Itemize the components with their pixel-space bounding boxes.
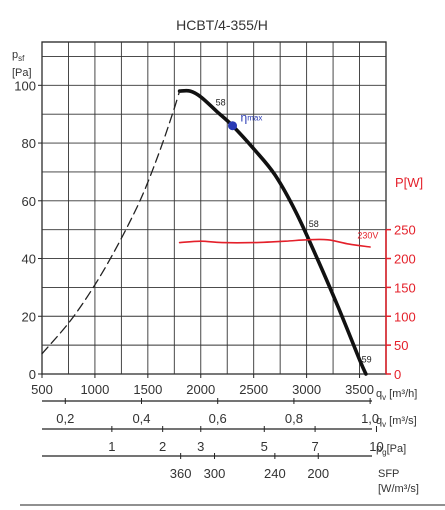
x-tick-label: 2500 bbox=[239, 382, 268, 397]
right-tick-label: 100 bbox=[394, 309, 416, 324]
y-axis-unit: [Pa] bbox=[12, 67, 32, 79]
y-tick-label: 40 bbox=[22, 252, 36, 267]
x-tick-label: 1000 bbox=[80, 382, 109, 397]
x-axis-subscript: v bbox=[382, 393, 386, 402]
x-axis-label: qv [m³/h] bbox=[376, 388, 417, 402]
dynamic-pressure-subscript: g bbox=[382, 448, 386, 457]
secondary-scales: 0,20,40,60,81,0123571020360300240200 bbox=[20, 398, 445, 506]
dynamic-pressure-tick-label: 1 bbox=[108, 439, 115, 454]
right-axis-tick-labels: 0 50 100 150 200 250 bbox=[385, 223, 416, 382]
sfp-tick-label: 300 bbox=[204, 466, 226, 481]
dynamic-pressure-tick-label: 10 bbox=[369, 439, 383, 454]
y-axis-tick-labels: 0 20 40 60 80 100 bbox=[14, 78, 42, 382]
x-tick-label: 3500 bbox=[345, 382, 374, 397]
right-tick-label: 250 bbox=[394, 223, 416, 238]
annotation-label: 58 bbox=[309, 219, 319, 229]
y-tick-label: 60 bbox=[22, 194, 36, 209]
flow-m3s-subscript: v bbox=[382, 420, 386, 429]
dynamic-pressure-tick-label: 3 bbox=[197, 439, 204, 454]
sfp-unit-label: SFP bbox=[378, 468, 399, 480]
series-pressure bbox=[177, 88, 368, 376]
y-tick-label: 0 bbox=[29, 367, 36, 382]
x-tick-label: 3000 bbox=[292, 382, 321, 397]
dynamic-pressure-tick-label: 5 bbox=[261, 439, 268, 454]
right-tick-label: 200 bbox=[394, 252, 416, 267]
x-axis-symbol: q bbox=[376, 388, 382, 400]
sfp-unit-label-2: [W/m³/s] bbox=[378, 483, 419, 495]
annotation-label: 58 bbox=[216, 98, 226, 108]
right-tick-label: 0 bbox=[394, 367, 401, 382]
dynamic-pressure-tick-label: 7 bbox=[311, 439, 318, 454]
sfp-tick-label: 240 bbox=[264, 466, 286, 481]
annotation-label: 59 bbox=[362, 354, 372, 364]
series-bridge bbox=[173, 90, 181, 109]
x-tick-label: 1500 bbox=[133, 382, 162, 397]
sfp-tick-label: 360 bbox=[170, 466, 192, 481]
annotations: 58 58 59 230V bbox=[216, 98, 379, 365]
annotation-label: 230V bbox=[357, 230, 378, 240]
eta-subscript: max bbox=[247, 114, 262, 123]
max-efficiency-label: ηmax bbox=[241, 111, 263, 125]
flow-m3s-unit: [m³/s] bbox=[386, 415, 417, 427]
flow-m3s-symbol: q bbox=[376, 415, 382, 427]
y-axis-subscript: sf bbox=[18, 54, 25, 63]
grid bbox=[41, 41, 387, 375]
y-tick-label: 80 bbox=[22, 136, 36, 151]
eta-symbol: η bbox=[241, 111, 248, 125]
dynamic-pressure-unit: [Pa] bbox=[387, 443, 407, 455]
y-axis-symbol: p bbox=[12, 49, 18, 61]
flow-m3s-unit-label: qv [m³/s] bbox=[376, 415, 417, 429]
flow-m3s-tick-label: 0,2 bbox=[56, 411, 74, 426]
curves: ηmax bbox=[41, 88, 371, 376]
y-axis-label: psf bbox=[12, 49, 25, 63]
x-tick-label: 500 bbox=[31, 382, 53, 397]
series-pressure-unstable bbox=[41, 107, 175, 355]
right-tick-label: 150 bbox=[394, 280, 416, 295]
flow-m3s-tick-label: 1,0 bbox=[361, 411, 379, 426]
sfp-tick-label: 200 bbox=[307, 466, 329, 481]
plot-frame bbox=[41, 41, 387, 375]
flow-m3s-tick-label: 0,8 bbox=[285, 411, 303, 426]
max-efficiency-marker bbox=[228, 121, 238, 131]
dynamic-pressure-tick-label: 2 bbox=[159, 439, 166, 454]
dynamic-pressure-symbol: p bbox=[376, 443, 382, 455]
x-tick-label: 2000 bbox=[186, 382, 215, 397]
dynamic-pressure-unit-label: pg[Pa] bbox=[376, 443, 406, 457]
y-tick-label: 100 bbox=[14, 78, 36, 93]
right-axis-label: P[W] bbox=[395, 175, 423, 190]
flow-m3s-tick-label: 0,4 bbox=[132, 411, 150, 426]
x-axis-tick-labels: 500 1000 1500 2000 2500 3000 3500 bbox=[31, 374, 374, 397]
right-tick-label: 50 bbox=[394, 338, 408, 353]
chart-title: HCBT/4-355/H bbox=[176, 17, 268, 33]
y-tick-label: 20 bbox=[22, 309, 36, 324]
series-power bbox=[178, 238, 371, 248]
flow-m3s-tick-label: 0,6 bbox=[209, 411, 227, 426]
x-axis-unit: [m³/h] bbox=[386, 388, 417, 400]
